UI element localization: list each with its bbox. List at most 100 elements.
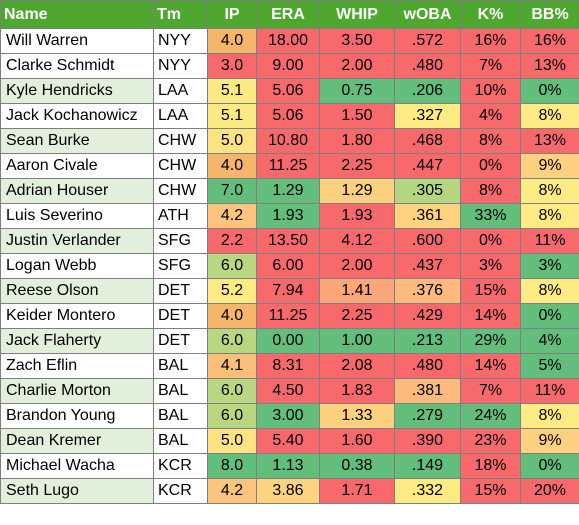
cell-era: 1.93	[256, 203, 320, 229]
header-team: Tm	[153, 0, 208, 29]
cell-bb-pct: 3%	[520, 253, 579, 279]
cell-team: BAL	[153, 378, 208, 404]
table-row: Luis Severino ATH 4.2 1.93 1.93.361 33% 8%	[0, 203, 579, 229]
table-row: Michael Wacha KCR 8.0 1.13 0.38.149 18% 0%	[0, 453, 579, 479]
cell-team: KCR	[153, 478, 208, 504]
cell-bb-pct: 11%	[520, 228, 579, 254]
cell-ip: 6.0	[207, 378, 257, 404]
cell-era: 1.13	[256, 453, 320, 479]
cell-name: Keider Montero	[0, 303, 154, 329]
cell-era: 5.06	[256, 78, 320, 104]
cell-era: 13.50	[256, 228, 320, 254]
cell-team: NYY	[153, 28, 208, 54]
cell-ip: 4.0	[207, 303, 257, 329]
cell-bb-pct: 16%	[520, 28, 579, 54]
cell-era: 18.00	[256, 28, 320, 54]
cell-bb-pct: 0%	[520, 303, 579, 329]
cell-team: BAL	[153, 403, 208, 429]
cell-woba: .279	[394, 403, 461, 429]
cell-whip: 0.75	[319, 78, 395, 104]
table-row: Dean Kremer BAL 5.0 5.40 1.60.390 23% 9%	[0, 428, 579, 454]
cell-whip: 1.41	[319, 278, 395, 304]
cell-name: Seth Lugo	[0, 478, 154, 504]
cell-woba: .429	[394, 303, 461, 329]
cell-team: SFG	[153, 253, 208, 279]
cell-ip: 4.2	[207, 478, 257, 504]
cell-whip: 2.25	[319, 303, 395, 329]
cell-era: 10.80	[256, 128, 320, 154]
header-row: Name Tm IP ERA WHIP wOBA K% BB%	[0, 0, 579, 29]
cell-era: 5.06	[256, 103, 320, 129]
cell-name: Michael Wacha	[0, 453, 154, 479]
cell-ip: 6.0	[207, 328, 257, 354]
cell-k-pct: 15%	[460, 278, 521, 304]
cell-whip: 1.93	[319, 203, 395, 229]
cell-name: Aaron Civale	[0, 153, 154, 179]
cell-k-pct: 15%	[460, 478, 521, 504]
cell-team: SFG	[153, 228, 208, 254]
cell-woba: .437	[394, 253, 461, 279]
table-row: Zach Eflin BAL 4.1 8.31 2.08.480 14% 5%	[0, 353, 579, 379]
cell-ip: 8.0	[207, 453, 257, 479]
cell-k-pct: 14%	[460, 353, 521, 379]
cell-k-pct: 0%	[460, 153, 521, 179]
cell-whip: 3.50	[319, 28, 395, 54]
cell-whip: 1.33	[319, 403, 395, 429]
cell-era: 11.25	[256, 153, 320, 179]
cell-era: 4.50	[256, 378, 320, 404]
cell-name: Jack Flaherty	[0, 328, 154, 354]
cell-name: Jack Kochanowicz	[0, 103, 154, 129]
cell-whip: 2.00	[319, 53, 395, 79]
cell-woba: .480	[394, 353, 461, 379]
table-row: Keider Montero DET 4.0 11.25 2.25.429 14% 0%	[0, 303, 579, 329]
cell-name: Charlie Morton	[0, 378, 154, 404]
cell-bb-pct: 5%	[520, 353, 579, 379]
cell-k-pct: 14%	[460, 303, 521, 329]
cell-name: Justin Verlander	[0, 228, 154, 254]
header-k-pct: K%	[460, 0, 521, 29]
cell-woba: .327	[394, 103, 461, 129]
cell-bb-pct: 4%	[520, 328, 579, 354]
cell-k-pct: 10%	[460, 78, 521, 104]
cell-name: Logan Webb	[0, 253, 154, 279]
cell-whip: 2.25	[319, 153, 395, 179]
cell-bb-pct: 13%	[520, 128, 579, 154]
cell-era: 5.40	[256, 428, 320, 454]
cell-k-pct: 16%	[460, 28, 521, 54]
cell-ip: 5.2	[207, 278, 257, 304]
cell-team: BAL	[153, 428, 208, 454]
table-row: Logan Webb SFG 6.0 6.00 2.00.437 3% 3%	[0, 253, 579, 279]
header-ip: IP	[207, 0, 257, 29]
cell-whip: 0.38	[319, 453, 395, 479]
cell-team: CHW	[153, 153, 208, 179]
cell-whip: 1.83	[319, 378, 395, 404]
table-row: Brandon Young BAL 6.0 3.00 1.33.279 24% 8%	[0, 403, 579, 429]
cell-ip: 3.0	[207, 53, 257, 79]
cell-woba: .572	[394, 28, 461, 54]
cell-bb-pct: 8%	[520, 278, 579, 304]
cell-team: DET	[153, 303, 208, 329]
cell-woba: .600	[394, 228, 461, 254]
cell-bb-pct: 8%	[520, 403, 579, 429]
cell-era: 9.00	[256, 53, 320, 79]
cell-name: Sean Burke	[0, 128, 154, 154]
cell-ip: 4.0	[207, 153, 257, 179]
cell-team: CHW	[153, 178, 208, 204]
cell-era: 3.86	[256, 478, 320, 504]
cell-k-pct: 7%	[460, 53, 521, 79]
cell-k-pct: 7%	[460, 378, 521, 404]
cell-whip: 1.00	[319, 328, 395, 354]
header-woba: wOBA	[394, 0, 461, 29]
cell-ip: 5.0	[207, 128, 257, 154]
cell-woba: .468	[394, 128, 461, 154]
cell-woba: .206	[394, 78, 461, 104]
header-name: Name	[0, 0, 154, 29]
cell-team: CHW	[153, 128, 208, 154]
cell-k-pct: 24%	[460, 403, 521, 429]
table-row: Adrian Houser CHW 7.0 1.29 1.29.305 8% 8%	[0, 178, 579, 204]
cell-ip: 4.1	[207, 353, 257, 379]
table-row: Jack Kochanowicz LAA 5.1 5.06 1.50.327 4% 8%	[0, 103, 579, 129]
cell-k-pct: 23%	[460, 428, 521, 454]
cell-name: Clarke Schmidt	[0, 53, 154, 79]
cell-bb-pct: 8%	[520, 178, 579, 204]
